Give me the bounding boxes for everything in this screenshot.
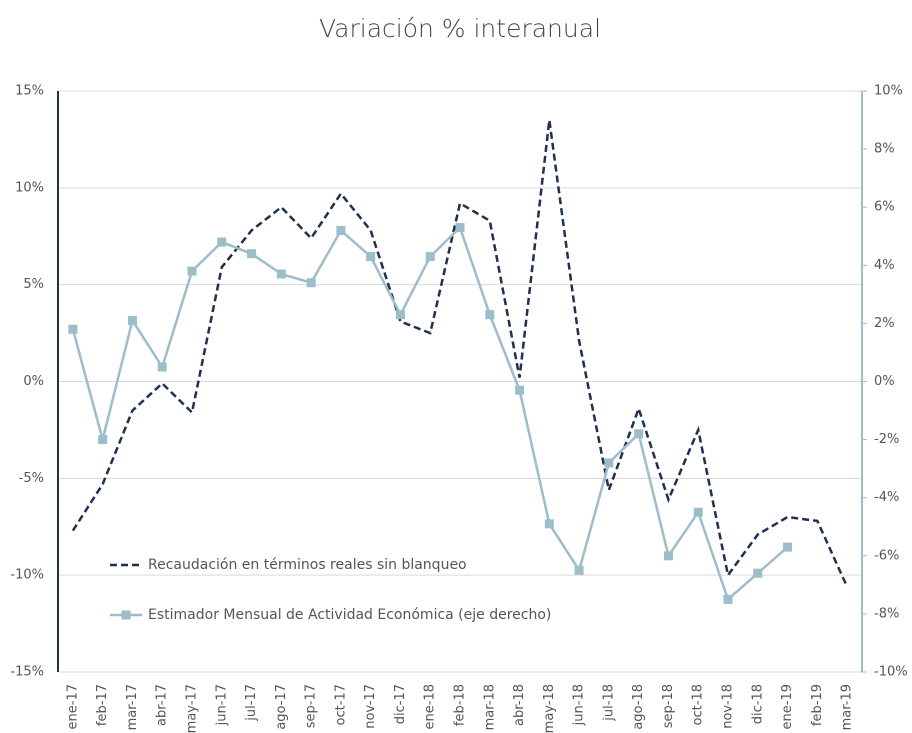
point-marker	[693, 507, 703, 517]
x-tick-label: feb-18	[453, 684, 468, 726]
y-tick-label: 15%	[15, 84, 44, 99]
point-marker	[187, 266, 197, 276]
x-tick-label: sep-17	[304, 684, 319, 728]
y2-tick-label: 2%	[874, 316, 895, 331]
y-tick-label: -5%	[19, 471, 44, 486]
point-marker	[336, 225, 346, 235]
x-tick-label: ago-17	[274, 684, 289, 730]
point-marker	[157, 362, 167, 372]
x-tick-label: nov-17	[363, 684, 378, 729]
x-tick-label: oct-17	[333, 684, 348, 725]
y2-tick-label: -8%	[874, 606, 899, 621]
y2-tick-label: -4%	[874, 490, 899, 505]
x-tick-label: feb-17	[95, 684, 110, 726]
x-tick-label: abr-18	[512, 684, 527, 726]
point-marker	[276, 269, 286, 279]
point-marker	[247, 249, 257, 259]
point-marker	[366, 252, 376, 262]
point-marker	[306, 278, 316, 288]
y2-tick-label: 4%	[874, 258, 895, 273]
point-marker	[425, 252, 435, 262]
legend-marker	[121, 610, 131, 620]
x-tick-label: oct-18	[691, 684, 706, 725]
x-tick-label: ene-19	[780, 684, 795, 729]
y2-tick-label: 10%	[874, 84, 903, 99]
y2-tick-label: 6%	[874, 200, 895, 215]
series-line	[71, 119, 849, 588]
x-tick-label: mar-18	[482, 684, 497, 730]
y2-tick-label: -2%	[874, 432, 899, 447]
y-tick-label: 10%	[15, 180, 44, 195]
point-marker	[395, 310, 405, 320]
legend-label: Recaudación en términos reales sin blanq…	[148, 557, 467, 573]
point-marker	[98, 435, 108, 445]
point-marker	[634, 429, 644, 439]
x-tick-label: jul-18	[601, 684, 616, 722]
x-tick-label: mar-19	[840, 684, 855, 730]
point-marker	[723, 594, 733, 604]
x-tick-label: jun-18	[572, 684, 587, 726]
y-tick-label: -15%	[10, 665, 44, 680]
y2-tick-label: -10%	[874, 665, 908, 680]
x-tick-label: ene-17	[65, 684, 80, 729]
point-marker	[663, 551, 673, 561]
point-marker	[217, 237, 227, 247]
x-tick-label: feb-19	[810, 684, 825, 726]
point-marker	[753, 568, 763, 578]
point-marker	[544, 519, 554, 529]
x-tick-label: dic-17	[393, 684, 408, 724]
y2-tick-label: -6%	[874, 548, 899, 563]
x-tick-label: may-17	[185, 684, 200, 733]
y-tick-label: -10%	[10, 568, 44, 583]
chart-title: Variación % interanual	[319, 14, 601, 43]
x-tick-label: jul-17	[244, 684, 259, 722]
x-tick-label: mar-17	[125, 684, 140, 730]
point-marker	[127, 315, 137, 325]
point-marker	[783, 542, 793, 552]
point-marker	[455, 223, 465, 233]
y2-tick-label: 0%	[874, 374, 895, 389]
point-marker	[574, 565, 584, 575]
point-marker	[604, 458, 614, 468]
x-tick-label: ago-18	[631, 684, 646, 730]
series-line	[71, 225, 789, 602]
point-marker	[485, 310, 495, 320]
x-tick-label: dic-18	[750, 684, 765, 724]
y-tick-label: 0%	[23, 374, 44, 389]
x-tick-label: sep-18	[661, 684, 676, 728]
x-tick-label: ene-18	[423, 684, 438, 729]
x-tick-label: abr-17	[155, 684, 170, 726]
y2-tick-label: 8%	[874, 142, 895, 157]
x-tick-label: may-18	[542, 684, 557, 733]
x-tick-label: nov-18	[721, 684, 736, 729]
legend-label: Estimador Mensual de Actividad Económica…	[148, 607, 551, 623]
x-tick-label: jun-17	[214, 684, 229, 726]
y-tick-label: 5%	[23, 277, 44, 292]
point-marker	[68, 324, 78, 334]
point-marker	[515, 385, 525, 395]
